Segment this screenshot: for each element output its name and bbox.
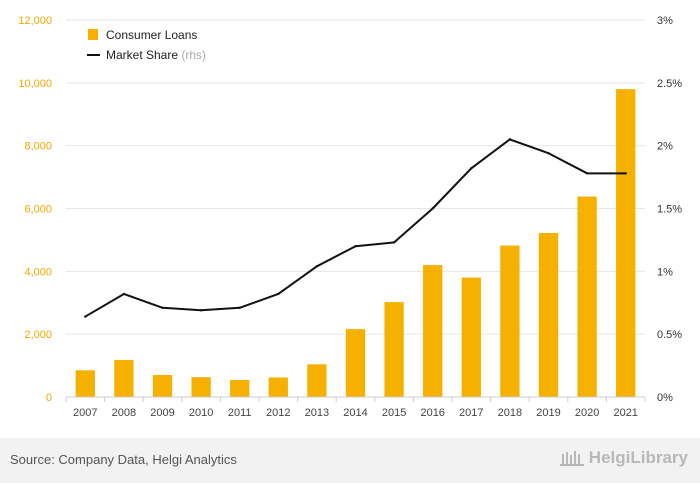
right-tick-label: 0.5%: [657, 329, 682, 341]
right-tick-label: 1.5%: [657, 204, 682, 216]
legend-rhs-suffix: (rhs): [178, 48, 206, 62]
bars: [75, 89, 636, 397]
point-market-share: [84, 315, 87, 318]
bar-consumer-loans: [307, 364, 327, 397]
bar-consumer-loans: [384, 302, 404, 397]
bar-consumer-loans: [500, 245, 520, 397]
left-tick-label: 6,000: [24, 204, 52, 216]
point-market-share: [547, 152, 550, 155]
right-tick-label: 2.5%: [657, 78, 682, 90]
library-icon: [559, 451, 584, 466]
x-tick-label: 2016: [420, 407, 444, 419]
x-tick-label: 2010: [189, 407, 213, 419]
legend: Consumer Loans Market Share (rhs): [87, 28, 206, 62]
legend-label-market-share: Market Share (rhs): [106, 48, 206, 62]
x-tick-label: 2020: [575, 407, 599, 419]
x-tick-label: 2019: [536, 407, 560, 419]
x-tick-label: 2011: [228, 407, 252, 419]
legend-label-consumer-loans: Consumer Loans: [106, 28, 197, 42]
point-market-share: [354, 245, 357, 248]
point-market-share: [315, 265, 319, 268]
left-tick-label: 12,000: [18, 15, 52, 27]
bar-consumer-loans: [423, 265, 443, 397]
x-tick-label: 2014: [343, 407, 367, 419]
x-tick-label: 2015: [382, 407, 406, 419]
left-tick-label: 8,000: [24, 141, 52, 153]
point-market-share: [624, 172, 627, 175]
left-tick-label: 10,000: [18, 78, 52, 90]
bar-consumer-loans: [230, 380, 250, 397]
x-tick-label: 2012: [266, 407, 290, 419]
x-tick-label: 2013: [305, 407, 329, 419]
axes: 0 0% 2,000 0.5% 4,000 1% 6,000 1.5% 8,000 2% 10,00…: [18, 15, 682, 419]
point-market-share: [122, 292, 126, 296]
bar-consumer-loans: [577, 196, 597, 397]
bar-consumer-loans: [152, 375, 173, 397]
bar-consumer-loans: [268, 377, 288, 397]
x-tick-label: 2018: [498, 407, 522, 419]
left-tick-label: 4,000: [24, 266, 52, 278]
source-note: Source: Company Data, Helgi Analytics: [10, 452, 237, 467]
bar-consumer-loans: [461, 277, 481, 397]
brand-logo: HelgiLibrary: [559, 448, 688, 468]
right-tick-label: 2%: [657, 141, 673, 153]
bar-consumer-loans: [114, 359, 134, 397]
point-market-share: [470, 167, 473, 170]
point-market-share: [238, 306, 241, 309]
bar-consumer-loans: [75, 370, 95, 397]
bar-consumer-loans: [538, 233, 559, 397]
bar-consumer-loans: [345, 329, 366, 397]
legend-series-name: Market Share: [106, 48, 178, 62]
bar-consumer-loans: [616, 89, 636, 397]
left-tick-label: 0: [46, 392, 52, 404]
right-tick-label: 1%: [657, 266, 673, 278]
point-market-share: [585, 172, 589, 175]
footer: Source: Company Data, Helgi Analytics He…: [0, 438, 700, 483]
x-tick-label: 2017: [459, 407, 483, 419]
gridlines: [66, 19, 645, 398]
right-tick-label: 3%: [657, 15, 673, 27]
x-tick-label: 2008: [112, 407, 136, 419]
x-tick-label: 2009: [150, 407, 174, 419]
brand-name: HelgiLibrary: [588, 448, 688, 467]
point-market-share: [161, 306, 164, 309]
market-share-line: [84, 138, 627, 318]
chart: 0 0% 2,000 0.5% 4,000 1% 6,000 1.5% 8,000 2% 10,00…: [18, 15, 682, 419]
x-tick-label: 2021: [613, 407, 637, 419]
left-tick-label: 2,000: [24, 329, 52, 341]
point-market-share: [277, 292, 280, 296]
bar-consumer-loans: [191, 377, 211, 397]
point-market-share: [431, 207, 434, 210]
point-market-share: [199, 309, 203, 312]
legend-swatch-consumer-loans: [88, 29, 98, 40]
point-market-share: [508, 138, 512, 141]
x-tick-label: 2007: [73, 407, 97, 419]
right-tick-label: 0%: [657, 392, 673, 404]
point-market-share: [392, 241, 396, 244]
